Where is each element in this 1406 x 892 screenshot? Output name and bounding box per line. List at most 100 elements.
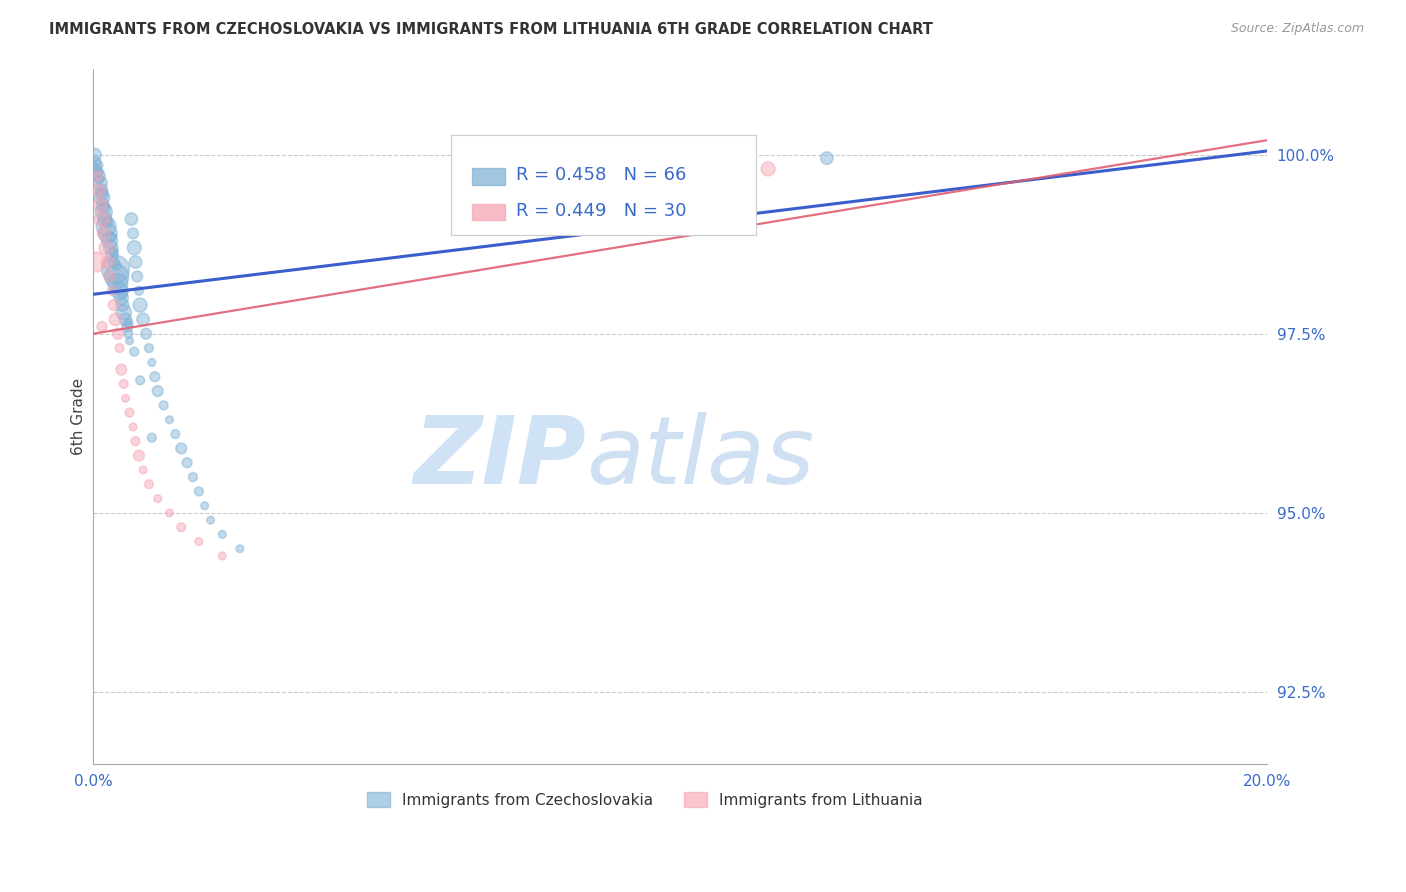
Point bbox=[91, 186, 114, 201]
Point bbox=[91, 319, 114, 334]
Point bbox=[94, 219, 117, 234]
Point bbox=[103, 298, 125, 312]
Point bbox=[115, 319, 138, 334]
Point bbox=[194, 499, 217, 513]
Point bbox=[108, 284, 131, 298]
Point bbox=[94, 202, 117, 216]
Point bbox=[143, 369, 166, 384]
Point bbox=[89, 197, 111, 211]
Point bbox=[105, 269, 128, 284]
Text: R = 0.458   N = 66: R = 0.458 N = 66 bbox=[516, 166, 686, 184]
Point bbox=[84, 255, 107, 269]
Legend: Immigrants from Czechoslovakia, Immigrants from Lithuania: Immigrants from Czechoslovakia, Immigran… bbox=[360, 784, 931, 815]
Point bbox=[104, 312, 127, 326]
Point bbox=[146, 491, 169, 506]
Point bbox=[187, 484, 209, 499]
Point bbox=[138, 341, 160, 355]
Point bbox=[128, 449, 150, 463]
FancyBboxPatch shape bbox=[472, 169, 505, 185]
Text: ZIP: ZIP bbox=[413, 412, 586, 504]
Point bbox=[103, 244, 125, 259]
Point bbox=[111, 287, 134, 301]
Point bbox=[129, 373, 152, 387]
Point bbox=[200, 513, 222, 527]
Point bbox=[86, 169, 108, 183]
Point bbox=[122, 227, 145, 241]
Point bbox=[87, 158, 110, 172]
Point bbox=[90, 183, 112, 197]
Point bbox=[94, 241, 117, 255]
Point bbox=[97, 216, 120, 230]
Point bbox=[132, 463, 155, 477]
Point bbox=[97, 255, 120, 269]
Point bbox=[89, 176, 111, 190]
Text: R = 0.449   N = 30: R = 0.449 N = 30 bbox=[516, 202, 686, 219]
Point bbox=[122, 344, 145, 359]
Point bbox=[132, 312, 155, 326]
FancyBboxPatch shape bbox=[451, 135, 756, 235]
Point bbox=[104, 262, 127, 277]
Point bbox=[159, 413, 181, 427]
Point bbox=[117, 316, 139, 330]
Point bbox=[815, 151, 838, 165]
Point bbox=[84, 161, 107, 176]
Point bbox=[101, 284, 124, 298]
Point bbox=[211, 549, 233, 563]
Point bbox=[103, 255, 125, 269]
Point bbox=[91, 212, 114, 227]
Point bbox=[124, 434, 146, 449]
Point bbox=[176, 456, 198, 470]
Point bbox=[129, 298, 152, 312]
Point bbox=[98, 234, 121, 248]
Point bbox=[159, 506, 181, 520]
Point bbox=[100, 241, 122, 255]
Point bbox=[91, 190, 114, 204]
Point bbox=[93, 227, 115, 241]
Point bbox=[105, 259, 128, 273]
Y-axis label: 6th Grade: 6th Grade bbox=[72, 377, 86, 455]
Point bbox=[120, 212, 142, 227]
Point bbox=[141, 355, 163, 369]
Point bbox=[98, 269, 121, 284]
Point bbox=[181, 470, 204, 484]
Point bbox=[93, 205, 115, 219]
Point bbox=[107, 277, 129, 291]
Text: atlas: atlas bbox=[586, 412, 814, 503]
Point bbox=[118, 334, 141, 348]
Point bbox=[110, 362, 132, 376]
Point bbox=[124, 255, 146, 269]
Point bbox=[146, 384, 169, 398]
Text: IMMIGRANTS FROM CZECHOSLOVAKIA VS IMMIGRANTS FROM LITHUANIA 6TH GRADE CORRELATIO: IMMIGRANTS FROM CZECHOSLOVAKIA VS IMMIGR… bbox=[49, 22, 934, 37]
Point bbox=[111, 298, 134, 312]
Point bbox=[94, 212, 117, 227]
Point bbox=[110, 291, 132, 305]
Point bbox=[87, 172, 110, 186]
Point bbox=[97, 227, 120, 241]
Point bbox=[187, 534, 209, 549]
Point bbox=[108, 341, 131, 355]
Point bbox=[170, 520, 193, 534]
Point bbox=[756, 161, 779, 176]
Point bbox=[122, 241, 145, 255]
Point bbox=[84, 147, 107, 161]
Point bbox=[112, 376, 135, 391]
Point bbox=[87, 169, 110, 183]
Point bbox=[138, 477, 160, 491]
Point bbox=[114, 312, 136, 326]
Point bbox=[117, 326, 139, 341]
Point bbox=[87, 165, 110, 179]
Point bbox=[91, 197, 114, 211]
Point bbox=[135, 326, 157, 341]
Point bbox=[211, 527, 233, 541]
Point bbox=[170, 442, 193, 456]
Point bbox=[165, 427, 187, 442]
Point bbox=[118, 406, 141, 420]
FancyBboxPatch shape bbox=[472, 204, 505, 220]
Point bbox=[107, 326, 129, 341]
Point bbox=[101, 248, 124, 262]
Point bbox=[229, 541, 252, 556]
Point bbox=[122, 420, 145, 434]
Text: Source: ZipAtlas.com: Source: ZipAtlas.com bbox=[1230, 22, 1364, 36]
Point bbox=[152, 399, 174, 413]
Point bbox=[112, 305, 135, 319]
